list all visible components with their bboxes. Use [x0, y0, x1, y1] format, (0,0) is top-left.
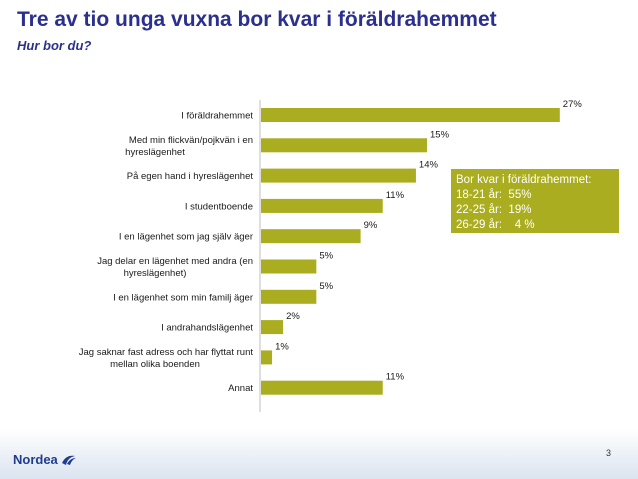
category-label: I en lägenhet som min familj äger — [113, 292, 253, 303]
footer-band — [0, 430, 638, 479]
note-line: 22-25 år: 19% — [456, 204, 532, 216]
note-line: 18-21 år: 55% — [456, 189, 532, 201]
category-label: mellan olika boenden — [110, 359, 200, 370]
bar — [261, 259, 317, 274]
bar — [261, 380, 383, 395]
data-label: 27% — [563, 99, 583, 110]
bar — [261, 138, 427, 153]
data-label: 9% — [364, 220, 378, 231]
bar-chart: 27% I föräldrahemmet 15% Med min flickvän/p… — [79, 99, 583, 412]
slide-subtitle: Hur bor du? — [17, 38, 92, 53]
bar — [261, 229, 361, 244]
nordea-logo: Nordea — [13, 452, 77, 467]
category-label: I andrahandslägenhet — [161, 323, 253, 334]
category-label: Annat — [228, 383, 253, 394]
bar — [261, 168, 416, 183]
wave-icon — [61, 455, 76, 465]
data-label: 14% — [419, 160, 439, 171]
data-label: 15% — [430, 129, 450, 140]
category-label: I en lägenhet som jag själv äger — [119, 232, 253, 243]
category-label: hyreslägenhet) — [124, 268, 187, 279]
category-label: Jag delar en lägenhet med andra (en — [97, 256, 253, 267]
category-label: Med min flickvän/pojkvän i en — [129, 135, 253, 146]
category-label: På egen hand i hyreslägenhet — [127, 171, 254, 182]
bar — [261, 108, 560, 122]
data-label: 2% — [286, 311, 300, 322]
data-label: 11% — [386, 190, 405, 201]
bar — [261, 198, 383, 213]
bar — [261, 289, 317, 304]
parents-home-note: Bor kvar i föräldrahemmet: 18-21 år: 55%… — [451, 169, 619, 233]
data-label: 11% — [386, 372, 405, 383]
category-label: I föräldrahemmet — [181, 111, 253, 122]
bar — [261, 350, 273, 365]
data-label: 1% — [275, 341, 289, 352]
logo-wordmark: Nordea — [13, 452, 58, 467]
category-label: I studentboende — [185, 201, 253, 212]
data-label: 5% — [319, 251, 333, 262]
note-line: 26-29 år: 4 % — [456, 219, 535, 231]
category-label: Jag saknar fast adress och har flyttat r… — [79, 347, 254, 358]
page-number: 3 — [606, 448, 612, 458]
data-label: 5% — [319, 281, 333, 292]
category-label: hyreslägenhet — [125, 147, 185, 158]
note-line: Bor kvar i föräldrahemmet: — [456, 174, 592, 186]
bar — [261, 320, 284, 335]
slide-title: Tre av tio unga vuxna bor kvar i föräldr… — [17, 8, 497, 31]
